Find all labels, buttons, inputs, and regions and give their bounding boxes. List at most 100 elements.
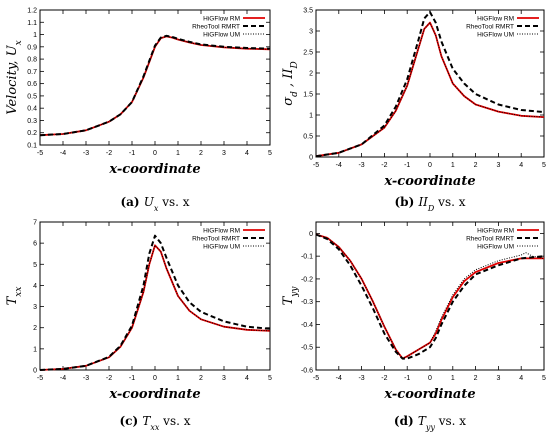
x-tick-label: 1: [451, 162, 455, 169]
y-tick-label: 3: [309, 29, 313, 36]
y-tick-label: 0.6: [27, 81, 37, 88]
x-tick-label: 4: [245, 375, 249, 382]
x-tick-label: -1: [404, 375, 410, 382]
y-tick-label: 0: [33, 368, 37, 375]
legend-label: HiGFlow UM: [203, 32, 240, 39]
x-tick-label: 4: [519, 375, 523, 382]
x-tick-label: 5: [268, 150, 272, 157]
y-axis-label-sub: x: [14, 40, 24, 45]
legend-label: HiGFlow RM: [203, 228, 240, 235]
x-tick-label: 2: [199, 375, 203, 382]
x-tick-label: -2: [106, 375, 112, 382]
legend-label: HiGFlow UM: [477, 244, 514, 251]
y-tick-label: 0.1: [27, 143, 37, 150]
subfigure-caption: (a) Ux vs. x: [120, 195, 189, 213]
legend-label: HiGFlow UM: [203, 244, 240, 251]
x-tick-label: 5: [542, 162, 546, 169]
series-line-higflow-rm: [39, 35, 271, 137]
x-tick-label: -4: [60, 150, 66, 157]
y-axis-label: σd , IID: [281, 61, 300, 106]
chart-panel-3: -5 -4 -3 -2 -1 0 1 2 3 4 5 0 1 2 3 4 5 6 7 HiGFlow RMRheoTo…: [5, 220, 272, 432]
caption-sub: xx: [150, 423, 160, 432]
legend-label: RheoTool RMRT: [466, 24, 514, 31]
y-tick-label: 3: [33, 304, 37, 311]
y-tick-label: -0.1: [301, 254, 313, 261]
series-line-higflow-rm: [315, 21, 545, 158]
series-line-rheotool-rmrt: [315, 233, 545, 360]
caption-letter: (d): [394, 414, 418, 428]
y-tick-label: 5: [33, 262, 37, 269]
x-tick-label: 5: [268, 375, 272, 382]
y-tick-label: 2: [309, 71, 313, 78]
y-tick-label: -0.2: [301, 276, 313, 283]
x-tick-label: 3: [222, 375, 226, 382]
caption-sub: x: [154, 204, 159, 213]
y-tick-label: 1: [309, 113, 313, 120]
y-axis-label-main: Velocity, U: [5, 44, 20, 114]
y-tick-label: 0.4: [27, 106, 37, 113]
x-tick-label: 1: [176, 150, 180, 157]
x-axis-label: x-coordinate: [383, 174, 475, 189]
y-tick-label: -0.6: [301, 368, 313, 375]
legend-label: HiGFlow RM: [477, 16, 514, 23]
series-line-higflow-um: [39, 244, 271, 371]
x-tick-label: -5: [313, 375, 319, 382]
y-axis-label: Tyy: [281, 286, 300, 306]
x-tick-label: -4: [336, 375, 342, 382]
caption-main: II: [417, 195, 428, 209]
y-tick-label: 1.2: [27, 8, 37, 15]
x-tick-label: -3: [83, 375, 89, 382]
y-tick-label: 0.9: [27, 44, 37, 51]
legend-label: RheoTool RMRT: [192, 24, 240, 31]
y-tick-label: 2: [33, 325, 37, 332]
y-axis-label-main: T: [5, 295, 20, 305]
caption-sub: yy: [425, 423, 436, 432]
caption-tail: vs. x: [159, 414, 190, 428]
y-tick-label: -0.3: [301, 299, 313, 306]
legend-label: HiGFlow RM: [477, 228, 514, 235]
x-tick-label: 0: [153, 375, 157, 382]
y-tick-label: 0.5: [303, 134, 313, 141]
caption-tail: vs. x: [158, 195, 189, 209]
caption-main: T: [418, 414, 427, 428]
x-tick-label: -5: [37, 150, 43, 157]
y-tick-label: 0.5: [27, 93, 37, 100]
x-tick-label: 1: [176, 375, 180, 382]
series-line-rheotool-rmrt: [315, 11, 545, 158]
x-tick-label: -5: [37, 375, 43, 382]
x-tick-label: -1: [129, 375, 135, 382]
subfigure-caption: (b) IID vs. x: [395, 195, 466, 213]
y-axis-label-main: T: [281, 295, 296, 305]
caption-tail: vs. x: [435, 414, 466, 428]
x-axis-label: x-coordinate: [108, 162, 200, 177]
x-tick-label: 3: [496, 375, 500, 382]
y-tick-label: 4: [33, 283, 37, 290]
y-tick-label: 6: [33, 241, 37, 248]
x-tick-label: 4: [519, 162, 523, 169]
x-tick-label: -5: [313, 162, 319, 169]
caption-tail: vs. x: [434, 195, 465, 209]
series-line-higflow-rm: [39, 244, 271, 371]
chart-panel-1: -5 -4 -3 -2 -1 0 1 2 3 4 5 0.1 0.2 0.3 0.4 0.5 0.6 0.7 0.8…: [5, 8, 272, 213]
y-tick-label: 1.5: [303, 92, 313, 99]
x-tick-label: -3: [358, 162, 364, 169]
chart-panel-2: -5 -4 -3 -2 -1 0 1 2 3 4 5 0 0.5 1 1.5 2 2.5 3 3.5 HiGFlow …: [281, 8, 546, 213]
x-axis-label: x-coordinate: [383, 387, 475, 402]
y-tick-label: 0: [309, 155, 313, 162]
y-tick-label: 0: [309, 231, 313, 238]
x-tick-label: 2: [474, 162, 478, 169]
x-tick-label: -1: [404, 162, 410, 169]
x-tick-label: -4: [60, 375, 66, 382]
x-tick-label: 0: [428, 162, 432, 169]
caption-main: T: [142, 414, 151, 428]
caption-main: U: [144, 195, 155, 209]
series-line-higflow-rm: [315, 233, 544, 360]
x-tick-label: 3: [496, 162, 500, 169]
x-tick-label: -1: [129, 150, 135, 157]
legend-label: RheoTool RMRT: [466, 236, 514, 243]
x-tick-label: 2: [199, 150, 203, 157]
x-tick-label: 5: [542, 375, 546, 382]
legend-label: HiGFlow UM: [477, 32, 514, 39]
x-axis-label: x-coordinate: [108, 387, 200, 402]
